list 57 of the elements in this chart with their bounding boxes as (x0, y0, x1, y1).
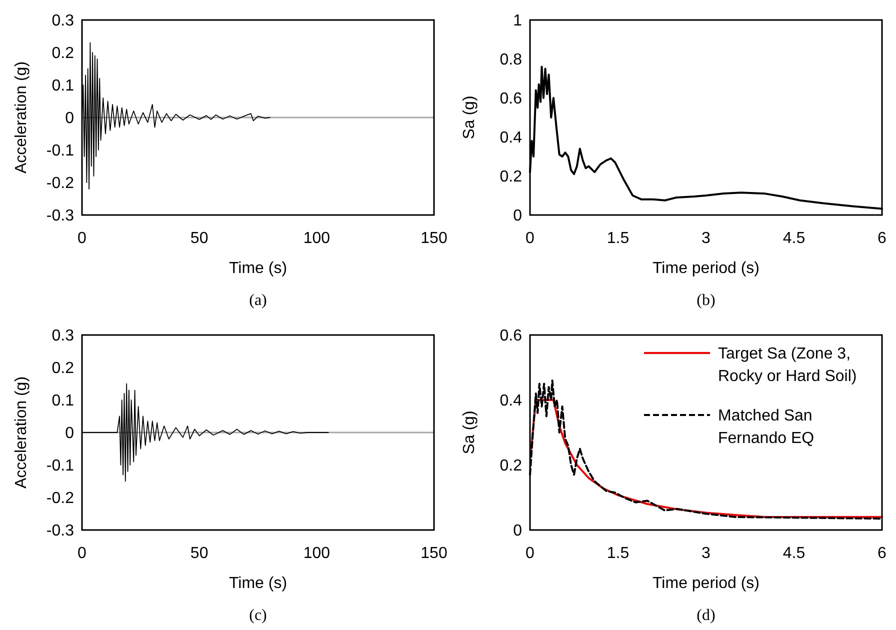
x-tick-label: 3 (702, 545, 711, 562)
y-tick-label: -0.2 (46, 490, 74, 508)
y-tick-label: 0 (513, 522, 522, 540)
x-tick-label: 150 (420, 230, 448, 247)
x-tick-label: 0 (78, 230, 87, 247)
x-tick-label: 4.5 (782, 545, 806, 562)
y-tick-label: 0.2 (52, 360, 74, 378)
y-tick-label: 0.2 (500, 458, 522, 475)
legend-label: Target Sa (Zone 3, Rocky or Hard Soil) (718, 346, 857, 385)
x-axis-title: Time (s) (228, 575, 288, 592)
x-tick-label: 6 (878, 230, 887, 247)
y-tick-label: 0.6 (500, 328, 522, 345)
x-tick-label: 1.5 (606, 230, 630, 247)
y-axis-title: Acceleration (g) (13, 376, 30, 489)
y-axis-title: Acceleration (g) (13, 61, 30, 174)
x-tick-label: 50 (190, 230, 208, 247)
y-tick-label: 0.6 (500, 90, 522, 108)
legend-label: Matched San Fernando EQ (718, 408, 814, 447)
y-tick-label: 0 (65, 425, 74, 442)
x-tick-label: 0 (78, 545, 87, 562)
line-series (530, 399, 883, 518)
y-tick-label: 0.1 (52, 78, 74, 95)
x-tick-label: 100 (303, 230, 330, 247)
y-tick-label: -0.3 (46, 522, 74, 540)
y-tick-label: 0.3 (52, 12, 74, 30)
x-tick-label: 0 (526, 545, 535, 562)
x-tick-label: 100 (303, 545, 330, 562)
x-tick-label: 6 (878, 545, 887, 562)
y-tick-label: 0.1 (52, 392, 74, 410)
x-tick-label: 0 (526, 230, 535, 247)
x-tick-label: 150 (420, 545, 448, 562)
y-axis-title: Sa (g) (461, 410, 478, 454)
text: (b) (696, 292, 716, 309)
x-tick-label: 1.5 (606, 545, 630, 562)
x-axis-title: Time period (s) (652, 575, 760, 592)
y-tick-label: -0.1 (46, 142, 74, 160)
x-axis-title: Time (s) (228, 260, 288, 277)
y-tick-label: -0.1 (46, 458, 74, 475)
x-tick-label: 4.5 (782, 230, 806, 247)
x-tick-label: 50 (190, 545, 208, 562)
y-tick-label: 0.2 (52, 45, 74, 62)
text: (a) (249, 292, 267, 309)
y-tick-label: 0.4 (500, 392, 522, 410)
y-tick-label: 0.4 (500, 130, 522, 147)
text: (c) (249, 607, 267, 624)
y-tick-label: -0.3 (46, 208, 74, 225)
y-tick-label: 0 (65, 110, 74, 128)
y-tick-label: 0.2 (500, 168, 522, 186)
y-tick-label: 0 (513, 208, 522, 225)
y-tick-label: 0.3 (52, 328, 74, 345)
text: (d) (696, 607, 716, 624)
y-tick-label: 1 (513, 12, 522, 30)
y-axis-title: Sa (g) (461, 96, 478, 140)
y-tick-label: -0.2 (46, 175, 74, 192)
x-tick-label: 3 (702, 230, 711, 247)
x-axis-title: Time period (s) (652, 260, 760, 277)
y-tick-label: 0.8 (500, 52, 522, 69)
